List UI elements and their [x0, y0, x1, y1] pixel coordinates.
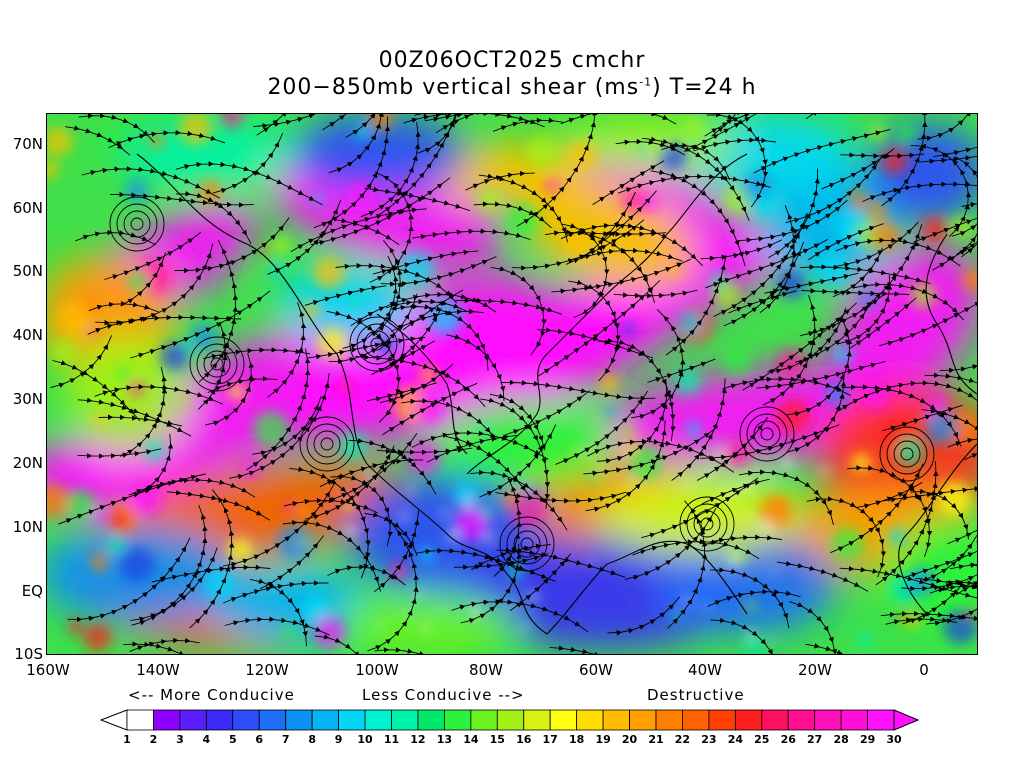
colorbar-swatch	[867, 709, 895, 731]
lat-label-40n: 40N	[12, 326, 43, 344]
colorbar-swatch	[708, 709, 736, 731]
colorbar-tick-label: 2	[149, 733, 158, 746]
colorbar-tick-label: 17	[542, 733, 558, 746]
colorbar-swatch	[153, 709, 181, 731]
lon-label-40w: 40W	[688, 661, 722, 679]
colorbar-tick-label: 19	[595, 733, 611, 746]
colorbar-swatch	[576, 709, 604, 731]
colorbar-tick-label: 29	[859, 733, 876, 746]
lat-label-70n: 70N	[12, 135, 43, 153]
colorbar-tick-label: 6	[255, 733, 264, 746]
colorbar-tick-label: 5	[228, 733, 237, 746]
colorbar-swatch	[126, 709, 154, 731]
colorbar-swatch	[549, 709, 578, 731]
colorbar-tick-label: 24	[727, 733, 743, 746]
colorbar-swatch	[496, 709, 525, 731]
colorbar-tick-label: 11	[383, 733, 400, 746]
colorbar-swatch	[205, 709, 234, 731]
colorbar-swatch	[417, 709, 445, 731]
colorbar-tick-label: 22	[674, 733, 691, 746]
colorbar-tick-label: 28	[833, 733, 849, 746]
colorbar-swatch	[840, 709, 869, 731]
lon-label-0: 0	[919, 661, 929, 679]
streamlines	[50, 114, 977, 654]
destructive-label: Destructive	[647, 686, 745, 704]
less-conducive-label: Less Conducive -->	[362, 686, 525, 704]
colorbar-tick-label: 8	[308, 733, 316, 746]
colorbar-swatch	[761, 709, 789, 731]
lat-label-30n: 30N	[12, 390, 43, 408]
title-line2-suffix: ) T=24 h	[652, 75, 757, 100]
colorbar-swatch	[629, 709, 657, 731]
lon-label-80w: 80W	[469, 661, 503, 679]
colorbar-tick-label: 21	[648, 733, 664, 746]
lat-label-60n: 60N	[12, 199, 43, 217]
colorbar-swatch	[787, 709, 816, 731]
colorbar	[100, 709, 920, 731]
colorbar-swatch	[258, 709, 287, 731]
shear-map	[46, 113, 978, 655]
colorbar-swatch	[338, 709, 366, 731]
lon-label-60w: 60W	[579, 661, 613, 679]
colorbar-tick-label: 7	[281, 733, 290, 746]
lat-label-20n: 20N	[12, 454, 43, 472]
colorbar-tick-label: 4	[202, 733, 211, 746]
colorbar-tick-label: 16	[516, 733, 532, 746]
colorbar-swatch	[602, 709, 630, 731]
more-conducive-label: <-- More Conducive	[128, 686, 295, 704]
colorbar-swatch	[311, 709, 339, 731]
colorbar-swatch	[232, 709, 260, 731]
colorbar-swatch	[391, 709, 419, 731]
lon-label-20w: 20W	[798, 661, 832, 679]
colorbar-tick-label: 25	[754, 733, 770, 746]
lon-label-120w: 120W	[245, 661, 289, 679]
lon-label-100w: 100W	[355, 661, 399, 679]
colorbar-swatch	[814, 709, 842, 731]
colorbar-swatch	[364, 709, 392, 731]
colorbar-over-arrow	[893, 709, 920, 731]
colorbar-swatch	[470, 709, 498, 731]
lat-label-10n: 10N	[12, 518, 43, 536]
colorbar-tick-label: 26	[780, 733, 796, 746]
colorbar-tick-label: 10	[357, 733, 373, 746]
colorbar-tick-label: 12	[410, 733, 426, 746]
colorbar-swatch	[734, 709, 763, 731]
colorbar-tick-label: 9	[334, 733, 343, 746]
colorbar-tick-label: 14	[463, 733, 479, 746]
colorbar-tick-label: 27	[807, 733, 823, 746]
lon-label-160w: 160W	[26, 661, 70, 679]
colorbar-tick-label: 30	[886, 733, 902, 746]
lat-label-10s: 10S	[14, 645, 43, 663]
colorbar-swatch	[285, 709, 313, 731]
colorbar-tick-label: 18	[568, 733, 585, 746]
lon-label-140w: 140W	[136, 661, 180, 679]
colorbar-swatch	[179, 709, 207, 731]
title-units-superscript: -1	[639, 75, 653, 89]
colorbar-tick-label: 15	[489, 733, 505, 746]
chart-title-line1: 00Z06OCT2025 cmchr	[378, 48, 646, 73]
title-line2-text: 200−850mb vertical shear (ms	[267, 75, 640, 100]
lat-label-50n: 50N	[12, 262, 43, 280]
colorbar-swatch	[682, 709, 710, 731]
colorbar-under-arrow	[100, 709, 128, 731]
colorbar-tick-label: 3	[176, 733, 184, 746]
colorbar-tick-label: 20	[621, 733, 638, 746]
chart-title-line2: 200−850mb vertical shear (ms-1) T=24 h	[0, 75, 1024, 100]
colorbar-swatch	[655, 709, 683, 731]
colorbar-tick-label: 13	[436, 733, 453, 746]
colorbar-tick-label: 1	[123, 733, 131, 746]
colorbar-swatch	[443, 709, 472, 731]
shear-field-svg	[47, 114, 977, 654]
colorbar-tick-label: 23	[701, 733, 717, 746]
colorbar-swatch	[523, 709, 551, 731]
lat-label-eq: EQ	[21, 582, 43, 600]
